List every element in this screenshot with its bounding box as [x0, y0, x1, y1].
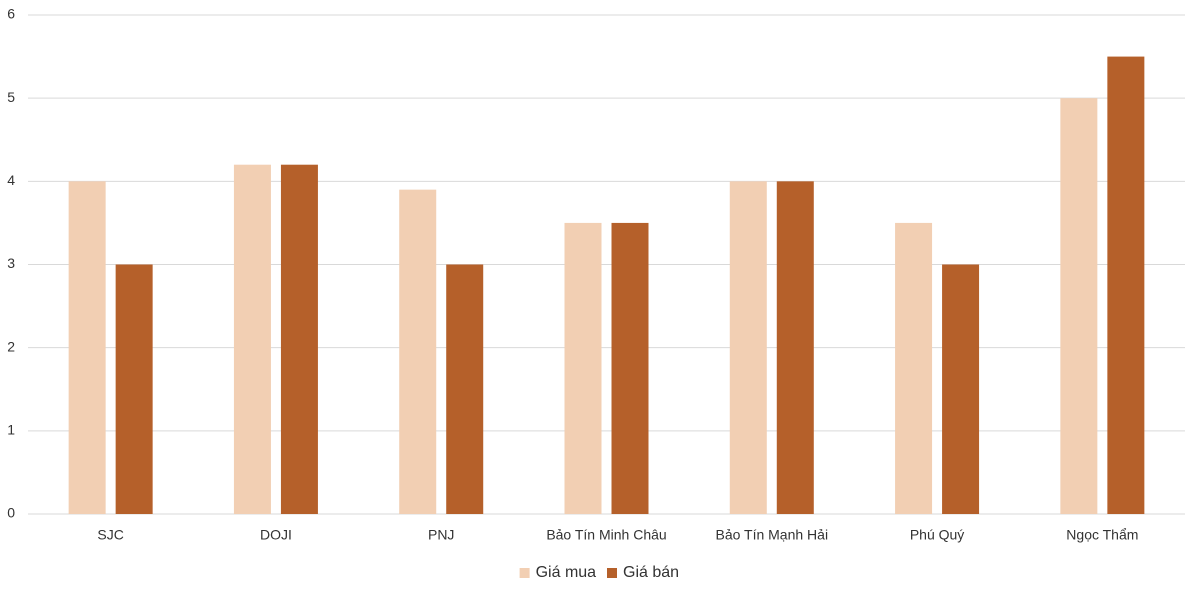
bar: [280, 164, 318, 514]
bar: [68, 181, 106, 515]
bar: [1060, 98, 1098, 515]
bar: [564, 222, 602, 514]
bar: [776, 181, 814, 515]
x-tick-label: Bảo Tín Minh Châu: [546, 527, 666, 543]
x-tick-label: Ngọc Thẩm: [1066, 527, 1138, 543]
y-tick-label: 4: [7, 172, 15, 188]
bar: [446, 264, 484, 514]
bar: [115, 264, 153, 514]
bar: [1107, 56, 1145, 514]
x-tick-label: Phú Quý: [910, 527, 964, 543]
x-tick-label: PNJ: [428, 527, 454, 543]
bar: [611, 222, 649, 514]
bar: [942, 264, 980, 514]
bar: [233, 164, 271, 514]
y-tick-label: 6: [7, 6, 15, 22]
y-tick-label: 0: [7, 505, 15, 521]
x-tick-label: Bảo Tín Mạnh Hải: [715, 527, 828, 543]
y-tick-label: 1: [7, 422, 15, 438]
bar: [729, 181, 767, 515]
x-tick-label: SJC: [97, 527, 123, 543]
y-tick-label: 2: [7, 338, 15, 354]
legend-swatch: [607, 568, 617, 578]
legend-label: Giá bán: [623, 564, 679, 581]
bar: [399, 189, 437, 514]
legend-swatch: [519, 568, 530, 578]
bar: [895, 222, 933, 514]
y-tick-label: 3: [7, 255, 15, 271]
legend-label: Giá mua: [536, 564, 597, 581]
x-tick-label: DOJI: [260, 527, 292, 543]
y-tick-label: 5: [7, 89, 15, 105]
